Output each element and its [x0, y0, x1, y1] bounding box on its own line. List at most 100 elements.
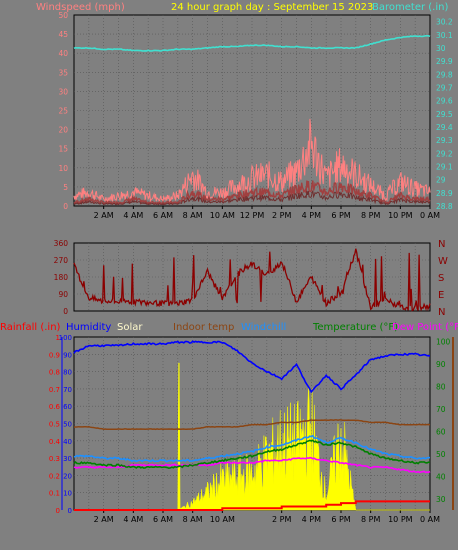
- baro-ytick-label: 30.1: [436, 31, 453, 40]
- rain-ytick-label: 0.7: [49, 386, 60, 394]
- rain-ytick-label: 0.4: [49, 438, 61, 446]
- rain-ytick-label: 0.9: [49, 351, 60, 359]
- rain-ytick-label: 0.8: [49, 369, 60, 377]
- humidity-line: [73, 340, 430, 394]
- wind-ytick-label: 20: [58, 126, 68, 135]
- dir-compass-label: N: [438, 239, 445, 250]
- rain-ytick-label: 0.6: [49, 403, 61, 411]
- baro-ytick-label: 29.7: [436, 83, 453, 92]
- indoor-temp-line: [73, 419, 431, 431]
- baro-ytick-label: 29.6: [436, 97, 453, 106]
- baro-ytick-label: 29: [436, 176, 446, 185]
- rain-ytick-label: 0.2: [49, 472, 60, 480]
- legend-windchill: Windchill: [241, 322, 286, 333]
- temp-panel-xtick-label: 4 AM: [123, 515, 143, 524]
- wind-avg-line: [73, 190, 431, 206]
- legend-indoor-temp: Indoor temp: [173, 322, 234, 333]
- humidity-ytick-label: 20: [63, 472, 72, 480]
- wind-panel-xtick-label: 6 PM: [331, 211, 350, 220]
- wind-direction-line: [73, 248, 431, 312]
- baro-ytick-label: 29.1: [436, 162, 453, 171]
- baro-ytick-label: 28.8: [436, 202, 453, 211]
- temp-panel-xtick-label: 2 PM: [272, 515, 291, 524]
- rain-ytick-label: 0: [56, 507, 60, 515]
- dir-compass-label: E: [438, 290, 444, 301]
- temp-ytick-label: 90: [436, 360, 446, 369]
- baro-ytick-label: 29.8: [436, 70, 453, 79]
- legend-dew-point: Dew Point (°F): [392, 322, 458, 333]
- temp-ytick-label: 30: [436, 495, 446, 504]
- humidity-ytick-label: 90: [63, 351, 72, 359]
- wind-panel-xtick-label: 4 PM: [302, 211, 321, 220]
- baro-ytick-label: 29.4: [436, 123, 453, 132]
- wind-panel-xtick-label: 8 PM: [361, 211, 380, 220]
- barometer-label: Barometer (.in): [372, 2, 448, 13]
- temp-ytick-label: 40: [436, 472, 446, 481]
- wind-ytick-label: 35: [58, 68, 68, 77]
- temperature-line: [73, 439, 431, 470]
- dir-ytick-label: 270: [54, 256, 69, 265]
- rain-ytick-label: 0.3: [49, 455, 60, 463]
- dir-ytick-label: 180: [54, 273, 69, 282]
- humidity-ytick-label: 10: [63, 490, 72, 498]
- barometer-line: [73, 34, 431, 52]
- wind-panel-xtick-label: 8 AM: [183, 211, 203, 220]
- dew-point-line: [73, 456, 431, 474]
- baro-ytick-label: 29.5: [436, 110, 453, 119]
- wind-panel-xtick-label: 4 AM: [123, 211, 143, 220]
- wind-panel-xtick-label: 12 PM: [240, 211, 265, 220]
- humidity-ytick-label: 100: [59, 334, 72, 342]
- wind-panel-xtick-label: 2 AM: [94, 211, 114, 220]
- legend-solar: Solar: [117, 322, 143, 333]
- baro-ytick-label: 29.2: [436, 149, 453, 158]
- wind-panel-xtick-label: 10 AM: [210, 211, 235, 220]
- chart-title: 24 hour graph day : September 15 2023: [171, 2, 373, 13]
- dir-compass-label: W: [438, 256, 448, 267]
- rain-ytick-label: 0.1: [49, 490, 60, 498]
- temp-panel-xtick-label: 6 AM: [153, 515, 173, 524]
- rainfall-line: [74, 500, 430, 511]
- humidity-ytick-label: 80: [63, 369, 72, 377]
- wind-ytick-label: 15: [58, 145, 68, 154]
- wind-ytick-label: 25: [58, 107, 68, 116]
- baro-ytick-label: 29.3: [436, 136, 453, 145]
- dir-compass-label: N: [438, 307, 445, 318]
- wind-ytick-label: 50: [58, 11, 68, 20]
- humidity-ytick-label: 0: [68, 507, 72, 515]
- temp-panel-xtick-label: 6 PM: [331, 515, 350, 524]
- temp-ytick-label: 60: [436, 427, 446, 436]
- temp-panel-xtick-label: 10 AM: [210, 515, 235, 524]
- humidity-ytick-label: 50: [63, 421, 72, 429]
- humidity-ytick-label: 60: [63, 403, 72, 411]
- rain-ytick-label: 1: [56, 334, 60, 342]
- wind-panel-xtick-label: 0 AM: [420, 211, 440, 220]
- wind-panel-xtick-label: 2 PM: [272, 211, 291, 220]
- baro-ytick-label: 28.9: [436, 189, 453, 198]
- wind-ytick-label: 0: [63, 202, 68, 211]
- temp-ytick-label: 70: [436, 405, 446, 414]
- dir-compass-label: S: [438, 273, 444, 284]
- temp-panel-xtick-label: 0 AM: [420, 515, 440, 524]
- windspeed-label: Windspeed (mph): [36, 2, 125, 13]
- wind-ytick-label: 40: [58, 49, 68, 58]
- wind-gust-line: [73, 118, 431, 204]
- baro-ytick-label: 30.2: [436, 18, 453, 27]
- legend-rainfall: Rainfall (.in): [0, 322, 61, 333]
- temp-panel-xtick-label: 8 AM: [183, 515, 203, 524]
- humidity-ytick-label: 30: [63, 455, 72, 463]
- wind-panel-xtick-label: 10 PM: [388, 211, 413, 220]
- humidity-ytick-label: 70: [63, 386, 72, 394]
- temp-panel-xtick-label: 4 PM: [302, 515, 321, 524]
- temp-ytick-label: 50: [436, 450, 446, 459]
- baro-ytick-label: 30: [436, 44, 446, 53]
- humidity-ytick-label: 40: [63, 438, 72, 446]
- temp-panel-xtick-label: 2 AM: [94, 515, 114, 524]
- wind-ytick-label: 10: [58, 164, 68, 173]
- temp-panel-xtick-label: 10 PM: [388, 515, 413, 524]
- wind-ytick-label: 30: [58, 87, 68, 96]
- dir-ytick-label: 0: [63, 307, 68, 316]
- wind-panel-xtick-label: 6 AM: [153, 211, 173, 220]
- baro-ytick-label: 29.9: [436, 57, 453, 66]
